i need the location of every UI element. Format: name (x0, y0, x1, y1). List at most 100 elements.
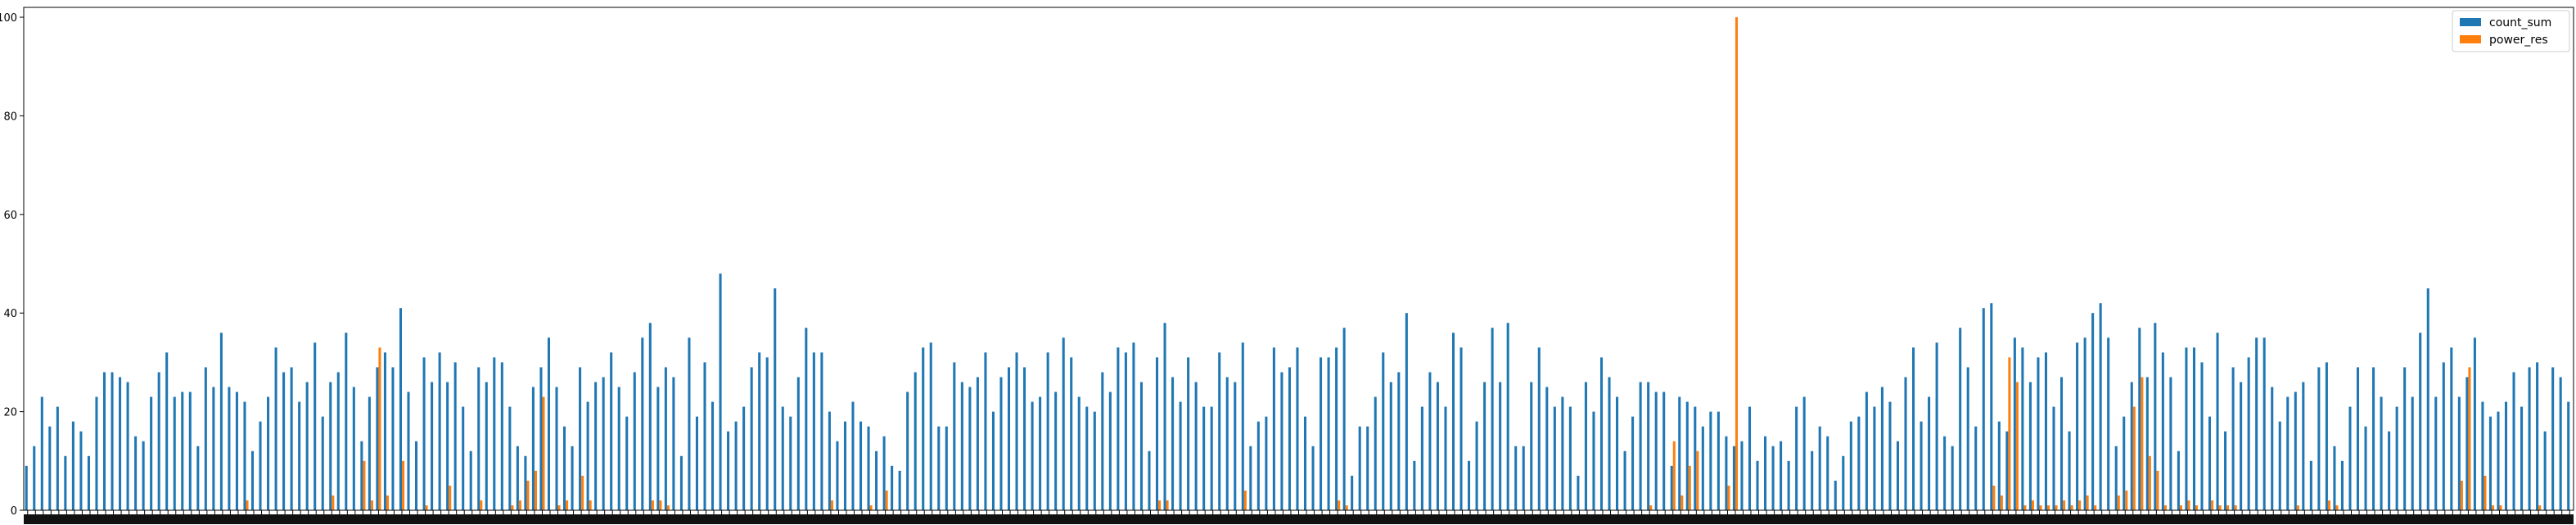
bar-power_res-276 (2179, 505, 2182, 510)
bar-count_sum-148 (1179, 401, 1182, 510)
bar-count_sum-313 (2465, 377, 2469, 510)
bar-count_sum-113 (906, 391, 909, 510)
bar-count_sum-242 (1912, 347, 1915, 510)
legend: count_sum power_res (2452, 10, 2570, 52)
bar-count_sum-51 (422, 357, 426, 510)
bar-count_sum-140 (1117, 347, 1120, 510)
bar-count_sum-203 (1608, 377, 1611, 510)
bar-count_sum-320 (2520, 406, 2524, 510)
bar-count_sum-23 (204, 367, 207, 510)
bar-count_sum-80 (648, 323, 652, 510)
bar-count_sum-244 (1928, 396, 1931, 510)
y-tick-label-0: 0 (11, 505, 17, 518)
bar-count_sum-45 (376, 367, 379, 510)
bar-power_res-263 (2078, 500, 2082, 510)
bar-power_res-264 (2086, 495, 2089, 510)
bar-count_sum-175 (1389, 382, 1392, 510)
bar-power_res-258 (2039, 505, 2042, 510)
bar-count_sum-308 (2426, 288, 2429, 510)
bar-count_sum-93 (750, 367, 753, 510)
bar-power_res-64 (526, 480, 530, 510)
bar-count_sum-258 (2037, 357, 2040, 510)
bar-count_sum-285 (2247, 357, 2250, 510)
bar-count_sum-159 (1265, 416, 1268, 510)
bar-count_sum-126 (1007, 367, 1011, 510)
bar-count_sum-128 (1023, 367, 1026, 510)
bar-count_sum-2 (40, 396, 43, 510)
bar-count_sum-16 (150, 396, 153, 510)
y-tick-label-100: 100 (0, 12, 17, 25)
bar-power_res-278 (2195, 505, 2199, 510)
bar-count_sum-321 (2528, 367, 2531, 510)
bar-power_res-80 (651, 500, 654, 510)
bar-count_sum-8 (87, 455, 90, 510)
bar-count_sum-262 (2068, 431, 2071, 510)
bar-power_res-261 (2063, 500, 2066, 510)
bar-power_res-257 (2031, 500, 2034, 510)
bar-count_sum-232 (1834, 480, 1837, 510)
bar-power_res-68 (557, 505, 561, 510)
bar-count_sum-186 (1475, 421, 1478, 510)
bar-count_sum-260 (2052, 406, 2055, 510)
bar-count_sum-304 (2395, 406, 2398, 510)
bar-power_res-254 (2008, 357, 2011, 510)
bar-count_sum-228 (1802, 396, 1806, 510)
bar-power_res-270 (2132, 406, 2136, 510)
legend-label-count_sum: count_sum (2489, 16, 2551, 29)
bar-count_sum-255 (2013, 337, 2016, 510)
bar-count_sum-211 (1670, 465, 1673, 510)
bar-count_sum-19 (173, 396, 176, 510)
bar-count_sum-172 (1366, 426, 1369, 510)
bar-count_sum-38 (321, 416, 324, 510)
bar-power_res-256 (2023, 505, 2027, 510)
bar-count_sum-166 (1320, 357, 1323, 510)
bar-count_sum-14 (134, 436, 138, 510)
bar-count_sum-55 (453, 362, 457, 510)
y-axis: 0 20 40 60 80 100 (0, 12, 24, 518)
bar-count_sum-61 (500, 362, 503, 510)
bar-count_sum-32 (274, 347, 277, 510)
bar-count_sum-182 (1444, 406, 1447, 510)
bar-count_sum-248 (1959, 328, 1962, 510)
bar-power_res-253 (2000, 495, 2003, 510)
plot-frame (23, 7, 2574, 511)
bar-power_res-322 (2538, 505, 2542, 510)
bar-count_sum-291 (2294, 391, 2297, 510)
bar-count_sum-267 (2107, 337, 2110, 510)
bar-count_sum-12 (119, 377, 122, 510)
bar-count_sum-268 (2114, 446, 2118, 510)
bar-count_sum-25 (219, 333, 223, 510)
bar-power_res-313 (2468, 367, 2471, 510)
bar-count_sum-309 (2434, 396, 2438, 510)
bar-count_sum-118 (945, 426, 948, 510)
bar-count_sum-114 (914, 372, 917, 510)
bar-power_res-69 (566, 500, 569, 510)
bar-count_sum-164 (1303, 416, 1307, 510)
bar-count_sum-314 (2473, 337, 2476, 510)
bar-count_sum-315 (2481, 401, 2484, 510)
bar-power_res-46 (386, 495, 390, 510)
bar-count_sum-90 (727, 431, 730, 510)
bar-count_sum-135 (1077, 396, 1080, 510)
bar-count_sum-92 (742, 406, 746, 510)
bar-count_sum-185 (1468, 460, 1471, 510)
bar-count_sum-201 (1592, 411, 1595, 510)
bar-count_sum-252 (1990, 303, 1993, 510)
bar-count_sum-183 (1451, 333, 1455, 510)
bar-count_sum-273 (2154, 323, 2157, 510)
bar-count_sum-34 (290, 367, 293, 510)
bar-count_sum-162 (1288, 367, 1291, 510)
bar-count_sum-324 (2551, 367, 2555, 510)
bar-count_sum-41 (345, 333, 348, 510)
bar-count_sum-245 (1935, 342, 1938, 510)
bar-power_res-82 (666, 505, 670, 510)
legend-label-power_res: power_res (2489, 34, 2548, 47)
bar-power_res-252 (1992, 485, 1996, 510)
bar-count_sum-117 (937, 426, 941, 510)
bar-count_sum-281 (2216, 333, 2219, 510)
bar-power_res-110 (885, 490, 888, 510)
bar-count_sum-188 (1491, 328, 1494, 510)
bar-count_sum-62 (508, 406, 512, 510)
bar-count_sum-322 (2536, 362, 2539, 510)
bar-count_sum-280 (2208, 416, 2212, 510)
